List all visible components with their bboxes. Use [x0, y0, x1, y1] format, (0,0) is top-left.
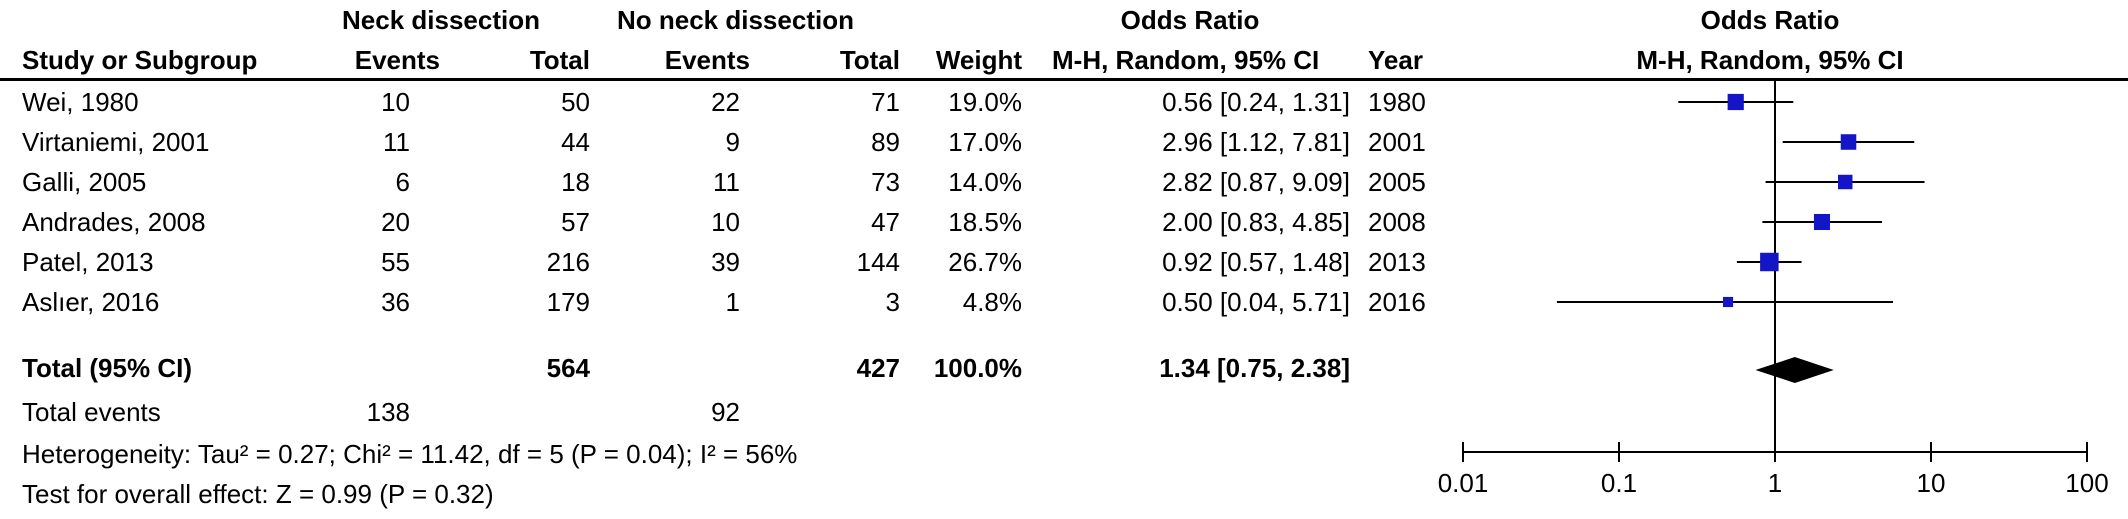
total1-cell: 44: [561, 127, 590, 157]
total2-header: Total: [839, 45, 900, 75]
total-events-label: Total events: [22, 397, 161, 427]
total1-cell: 18: [561, 167, 590, 197]
ci-text-cell: 0.50 [0.04, 5.71]: [1162, 287, 1350, 317]
ci-text-cell: 0.56 [0.24, 1.31]: [1162, 87, 1350, 117]
year-cell: 2001: [1368, 127, 1426, 157]
study-marker: [1840, 134, 1857, 150]
events1-cell: 55: [381, 247, 410, 277]
events2-cell: 11: [713, 167, 740, 197]
events1-cell: 10: [381, 87, 410, 117]
weight-cell: 18.5%: [948, 207, 1022, 237]
total1-cell: 57: [561, 207, 590, 237]
total2-cell: 3: [885, 287, 900, 317]
group-neck-dissection: Neck dissection: [342, 5, 540, 35]
year-cell: 2013: [1368, 247, 1426, 277]
events1-cell: 36: [381, 287, 410, 317]
study-name: Wei, 1980: [22, 87, 139, 117]
total-ci-text: 1.34 [0.75, 2.38]: [1159, 353, 1350, 383]
total2-cell: 71: [871, 87, 900, 117]
total-label: Total (95% CI): [22, 353, 192, 383]
year-cell: 2008: [1368, 207, 1426, 237]
study-name: Aslıer, 2016: [22, 287, 160, 317]
events1-cell: 11: [383, 127, 410, 157]
total-events2: 92: [711, 397, 740, 427]
events1-cell: 20: [381, 207, 410, 237]
study-marker: [1722, 296, 1734, 308]
weight-header: Weight: [935, 45, 1022, 75]
study-name: Galli, 2005: [22, 167, 147, 197]
events2-cell: 9: [725, 127, 740, 157]
ci-text-cell: 2.96 [1.12, 7.81]: [1162, 127, 1350, 157]
weight-cell: 26.7%: [948, 247, 1022, 277]
events2-cell: 39: [711, 247, 740, 277]
total-events1: 138: [366, 397, 410, 427]
year-cell: 1980: [1368, 87, 1426, 117]
study-col-header: Study or Subgroup: [22, 45, 258, 75]
ci-text-cell: 2.00 [0.83, 4.85]: [1162, 207, 1350, 237]
overall-effect-text: Test for overall effect: Z = 0.99 (P = 0…: [22, 479, 494, 509]
total1-value: 564: [546, 353, 590, 383]
weight-cell: 19.0%: [948, 87, 1022, 117]
total1-cell: 216: [546, 247, 590, 277]
plot-title: Odds Ratio: [1700, 5, 1840, 35]
study-name: Virtaniemi, 2001: [22, 127, 210, 157]
weight-cell: 14.0%: [948, 167, 1022, 197]
events2-cell: 1: [725, 287, 740, 317]
year-header: Year: [1368, 45, 1423, 75]
study-marker: [1838, 174, 1853, 190]
events2-cell: 10: [711, 207, 740, 237]
study-name: Andrades, 2008: [22, 207, 206, 237]
total2-cell: 89: [871, 127, 900, 157]
total-weight: 100.0%: [933, 353, 1022, 383]
total2-cell: 47: [871, 207, 900, 237]
header-rule: [0, 78, 2128, 81]
study-marker: [1727, 93, 1744, 111]
ci-text-cell: 0.92 [0.57, 1.48]: [1162, 247, 1350, 277]
events2-cell: 22: [711, 87, 740, 117]
study-name: Patel, 2013: [22, 247, 154, 277]
total1-cell: 179: [546, 287, 590, 317]
total2-cell: 73: [871, 167, 900, 197]
pooled-diamond: [1755, 357, 1834, 383]
weight-cell: 17.0%: [948, 127, 1022, 157]
x-tick-label: 1: [1768, 468, 1782, 498]
odds-ratio-col-title: Odds Ratio: [1120, 5, 1260, 35]
x-tick-label: 10: [1917, 468, 1946, 498]
study-marker: [1760, 252, 1779, 272]
year-cell: 2016: [1368, 287, 1426, 317]
method-header: M-H, Random, 95% CI: [1052, 45, 1320, 75]
x-tick-label: 0.1: [1601, 468, 1637, 498]
group-no-neck-dissection: No neck dissection: [617, 5, 854, 35]
year-cell: 2005: [1368, 167, 1426, 197]
total2-cell: 144: [856, 247, 900, 277]
total1-header: Total: [529, 45, 590, 75]
events1-cell: 6: [395, 167, 410, 197]
x-tick-label: 100: [2065, 468, 2108, 498]
x-tick-label: 0.01: [1438, 468, 1489, 498]
ci-text-cell: 2.82 [0.87, 9.09]: [1162, 167, 1350, 197]
study-marker: [1813, 213, 1830, 231]
total1-cell: 50: [561, 87, 590, 117]
weight-cell: 4.8%: [962, 287, 1022, 317]
heterogeneity-text: Heterogeneity: Tau² = 0.27; Chi² = 11.42…: [22, 439, 798, 469]
events2-header: Events: [664, 45, 750, 75]
plot-method-header: M-H, Random, 95% CI: [1636, 45, 1904, 75]
events1-header: Events: [354, 45, 440, 75]
total2-value: 427: [856, 353, 900, 383]
